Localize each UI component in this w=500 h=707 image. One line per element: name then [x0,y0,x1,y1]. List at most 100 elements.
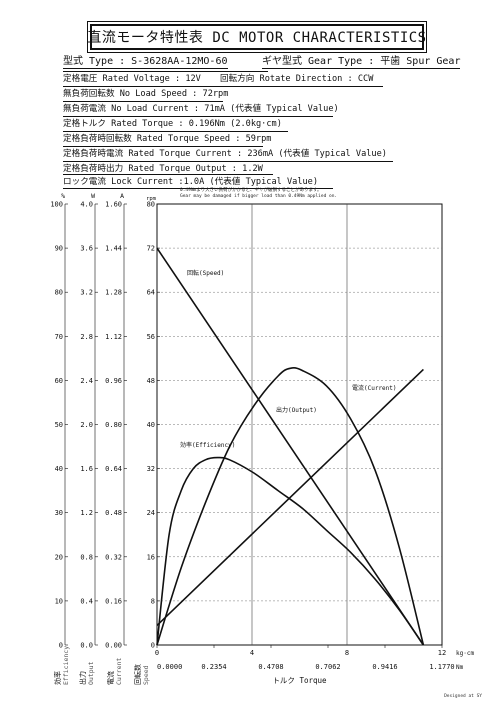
spec-rated-torque: 定格トルク Rated Torque : 0.196Nm (2.0kg·cm) [63,119,282,129]
spec-lock-current: ロック電流 Lock Current :1.0A (代表値 Typical Va… [63,177,319,187]
axis-tick-label: 0 [59,642,63,650]
series-line [156,456,425,646]
gear-warning-note: 0.49Nmより大きい負荷がかかると、ギヤが破損することがあります。 Gear … [180,188,338,199]
axis-tick-label: 80 [55,289,63,297]
axis-tick-label: 70 [55,333,63,341]
axis-tick-label: 32 [147,465,155,473]
model-line: 型式 Type : S-3628AA-12MO-60 [63,56,228,69]
axis-title-jp: 出力 [78,671,87,685]
axis-tick-label: 0.0 [80,642,93,650]
axis-tick-label: 24 [147,509,155,517]
axis-tick-label: 0.96 [105,377,122,385]
axis-tick-label: 0.8 [80,553,93,561]
series-line [156,247,425,646]
x-tick-label-kgcm: 12 [438,649,446,657]
series-label: 電流(Current) [352,384,397,392]
axis-tick-label: 2.8 [80,333,93,341]
series-label: 回転(Speed) [187,269,224,277]
series-line [156,368,424,626]
series-label: 出力(Output) [276,406,317,414]
spec-rated-torque-current: 定格負荷時電流 Rated Torque Current : 236mA (代表… [63,149,387,159]
axis-tick-label: 3.2 [80,289,93,297]
gear-line: ギヤ型式 Gear Type : 平歯 Spur Gear [262,56,461,69]
axis-unit: A [120,192,124,200]
x-tick-label-kgcm: 0 [155,649,159,657]
chart-title: 直流モータ特性表 DC MOTOR CHARACTERISTICS [87,21,427,53]
axis-tick-label: 4.0 [80,201,93,209]
axis-tick-label: 0.00 [105,642,122,650]
axis-tick-label: 0.32 [105,553,122,561]
axis-tick-label: 0.64 [105,465,122,473]
axis-tick-label: 1.28 [105,289,122,297]
axis-tick-label: 1.44 [105,245,122,253]
divider [63,101,223,102]
axis-tick-label: 1.2 [80,509,93,517]
axis-tick-label: 50 [55,421,63,429]
divider [63,86,383,87]
axis-tick-label: 1.12 [105,333,122,341]
spec-no-load-speed: 無負荷回転数 No Load Speed : 72rpm [63,89,229,99]
series-line [156,367,425,646]
divider [63,161,393,162]
axis-title-jp: 効率 [53,671,62,685]
axis-tick-label: 60 [55,377,63,385]
axis-tick-label: 0.4 [80,597,93,605]
divider [63,146,263,147]
axis-title-en: Efficiency [62,646,70,685]
axis-tick-label: 1.6 [80,465,93,473]
axis-tick-label: 100 [50,201,63,209]
spec-rated-torque-output: 定格負荷時出力 Rated Torque Output : 1.2W [63,164,263,174]
axis-tick-label: 72 [147,245,155,253]
axis-tick-label: 16 [147,553,155,561]
axis-tick-label: 0.80 [105,421,122,429]
divider [63,116,333,117]
x-axis-title: トルク Torque [272,676,327,685]
axis-title-en: Output [87,661,95,685]
axis-unit: W [91,192,95,200]
spec-rated-torque-speed: 定格負荷時回転数 Rated Torque Speed : 59rpm [63,134,272,144]
x-tick-label-kgcm: 4 [250,649,254,657]
x-tick-label-nm: 0.4708 [258,663,283,671]
spec-rated-voltage: 定格電圧 Rated Voltage : 12V [63,74,201,84]
axis-title-jp: 電流 [106,671,115,685]
x-tick-label-nm: 0.2354 [201,663,226,671]
series-label: 効率(Efficiency) [180,441,235,449]
axis-tick-label: 90 [55,245,63,253]
spec-no-load-current: 無負荷電流 No Load Current : 71mA (代表値 Typica… [63,104,339,114]
axis-tick-label: 56 [147,333,155,341]
x-unit-kgcm: kg·cm [456,650,474,657]
divider [63,71,268,72]
axis-tick-label: 8 [151,597,155,605]
axis-tick-label: 0 [151,642,155,650]
axis-title-jp: 回転数 [133,664,142,685]
axis-tick-label: 80 [147,201,155,209]
axis-tick-label: 0.16 [105,597,122,605]
axis-tick-label: 48 [147,377,155,385]
axis-title-en: Speed [142,665,150,685]
x-tick-label-nm: 0.9416 [372,663,397,671]
axis-tick-label: 10 [55,597,63,605]
designer-credit: Designed at SY [444,694,482,699]
x-unit-nm: Nm [456,664,464,671]
axis-unit: rpm [146,196,157,202]
axis-tick-label: 30 [55,509,63,517]
divider [63,188,333,189]
divider [63,174,273,175]
axis-tick-label: 64 [147,289,155,297]
axis-tick-label: 20 [55,553,63,561]
x-tick-label-nm: 0.0000 [157,663,182,671]
axis-tick-label: 40 [147,421,155,429]
axis-tick-label: 0.48 [105,509,122,517]
axis-unit: % [61,192,65,200]
axis-tick-label: 2.4 [80,377,93,385]
x-tick-label-nm: 1.1770 [429,663,454,671]
axis-tick-label: 1.60 [105,201,122,209]
spec-rotate-direction: 回転方向 Rotate Direction : CCW [220,74,374,84]
axis-title-en: Current [115,658,123,685]
axis-tick-label: 2.0 [80,421,93,429]
axis-tick-label: 3.6 [80,245,93,253]
divider [63,131,288,132]
x-tick-label-nm: 0.7062 [315,663,340,671]
axis-tick-label: 40 [55,465,63,473]
